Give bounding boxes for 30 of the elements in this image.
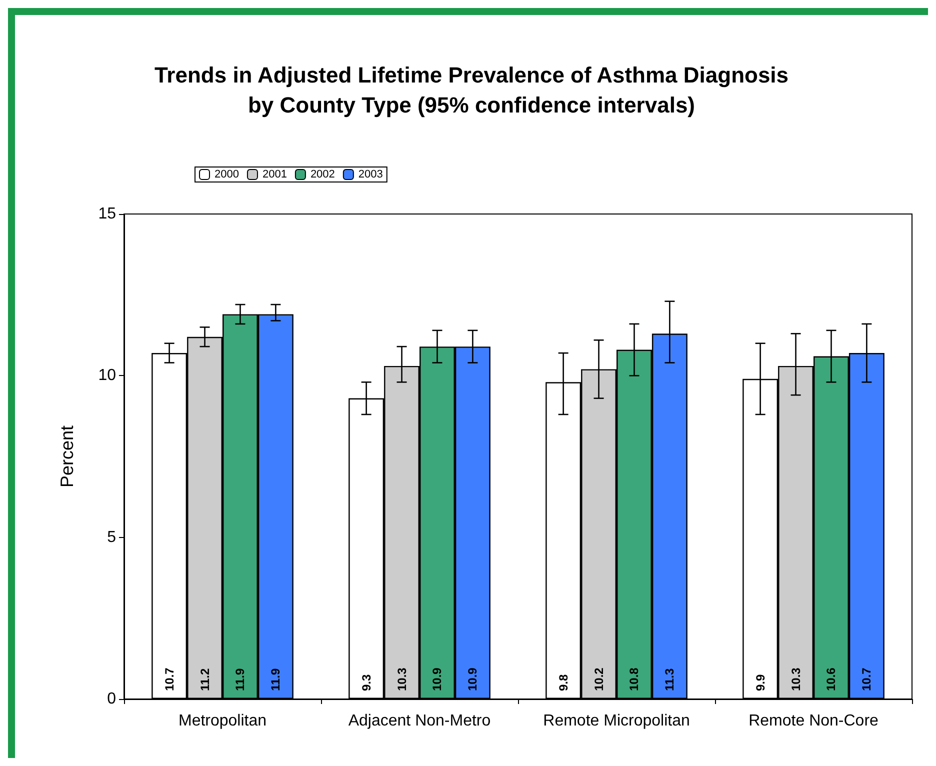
y-tick-label: 0: [107, 690, 116, 708]
data-label: 11.9: [233, 668, 248, 691]
data-label: 10.2: [592, 667, 606, 691]
data-label: 11.2: [198, 668, 212, 691]
data-label: 10.3: [788, 667, 803, 691]
data-label: 10.7: [162, 667, 176, 691]
legend-label: 2001: [262, 168, 287, 180]
data-label: 9.3: [359, 674, 374, 691]
y-axis-title: Percent: [57, 425, 77, 488]
x-tick-label: Metropolitan: [178, 712, 267, 730]
chart-title: Trends in Adjusted Lifetime Prevalence of Asthma Diagnosis by County Type (95% confidence intervals): [154, 62, 789, 118]
y-tick-label: 5: [107, 528, 116, 546]
x-tick-label: Adjacent Non-Metro: [348, 712, 491, 730]
data-label: 10.7: [860, 667, 874, 691]
data-label: 10.8: [627, 667, 642, 691]
data-label: 10.9: [430, 667, 444, 691]
y-tick-label: 10: [98, 367, 116, 384]
x-tick-label: Remote Non-Core: [748, 712, 879, 730]
legend-label: 2003: [358, 168, 383, 180]
legend-label: 2000: [214, 168, 239, 180]
data-label: 9.9: [753, 674, 768, 691]
data-label: 9.8: [556, 674, 570, 691]
data-label: 10.3: [394, 667, 409, 691]
data-label: 11.9: [268, 668, 283, 691]
data-label: 11.3: [662, 668, 677, 691]
y-tick-label: 15: [98, 206, 116, 222]
data-label: 10.9: [466, 667, 480, 691]
data-label: 10.6: [824, 667, 838, 691]
legend-label: 2002: [310, 168, 335, 180]
x-tick-label: Remote Micropolitan: [543, 712, 690, 730]
